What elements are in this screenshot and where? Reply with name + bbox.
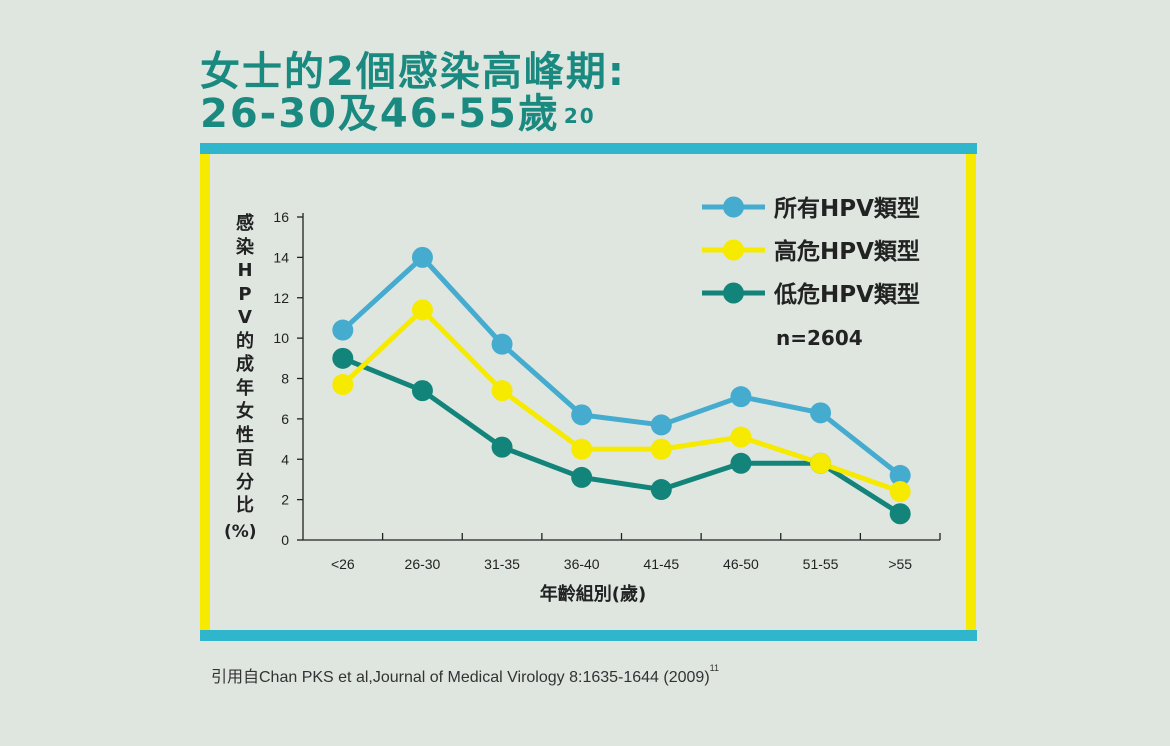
data-point bbox=[730, 426, 752, 448]
legend-marker bbox=[723, 282, 744, 304]
x-tick-label: 41-45 bbox=[643, 556, 679, 572]
x-tick-label: 51-55 bbox=[803, 556, 839, 572]
y-tick-label: 10 bbox=[273, 330, 289, 346]
frame-bottom-bar bbox=[200, 630, 977, 641]
x-tick-label: >55 bbox=[888, 556, 912, 572]
x-tick-label: <26 bbox=[331, 556, 355, 572]
y-tick-label: 14 bbox=[273, 249, 289, 265]
page-subtitle: 26-30及46-55歲 20 bbox=[200, 92, 596, 136]
x-tick-label: 36-40 bbox=[564, 556, 600, 572]
data-point bbox=[810, 452, 832, 474]
data-point bbox=[411, 380, 433, 402]
data-point bbox=[810, 402, 832, 424]
frame-right-bar bbox=[966, 150, 976, 635]
source-text: 引用自Chan PKS et al,Journal of Medical Vir… bbox=[211, 669, 710, 686]
data-point bbox=[332, 319, 354, 341]
legend-label: 低危HPV類型 bbox=[773, 281, 920, 308]
data-point bbox=[332, 374, 354, 396]
data-point bbox=[889, 503, 911, 525]
data-point bbox=[411, 246, 433, 268]
legend-marker bbox=[723, 239, 744, 261]
series-line bbox=[341, 307, 902, 494]
y-tick-label: 4 bbox=[281, 451, 289, 467]
data-point bbox=[571, 466, 593, 488]
data-point bbox=[889, 464, 911, 486]
data-point bbox=[332, 347, 354, 369]
subtitle-reference: 20 bbox=[563, 104, 596, 128]
y-tick-label: 12 bbox=[273, 290, 289, 306]
y-axis-title: 感染HPV的成年女性百分比 bbox=[236, 213, 254, 516]
legend-label: 所有HPV類型 bbox=[774, 195, 920, 222]
series-line bbox=[341, 355, 902, 516]
data-point bbox=[411, 299, 433, 321]
data-point bbox=[730, 386, 752, 408]
frame-left-bar bbox=[200, 150, 210, 635]
source-reference: 11 bbox=[709, 663, 719, 673]
data-point bbox=[730, 452, 752, 474]
frame-top-bar bbox=[200, 143, 977, 154]
y-tick-label: 6 bbox=[281, 411, 289, 427]
x-tick-label: 31-35 bbox=[484, 556, 520, 572]
x-tick-label: 46-50 bbox=[723, 556, 759, 572]
source-citation: 引用自Chan PKS et al,Journal of Medical Vir… bbox=[211, 663, 719, 687]
legend-label: 高危HPV類型 bbox=[774, 238, 920, 265]
data-point bbox=[491, 380, 513, 402]
sample-size-annotation: n=2604 bbox=[776, 326, 863, 350]
data-point bbox=[650, 479, 672, 501]
data-point bbox=[650, 414, 672, 436]
data-point bbox=[889, 481, 911, 503]
x-tick-label: 26-30 bbox=[405, 556, 441, 572]
data-point bbox=[650, 438, 672, 460]
y-tick-label: 0 bbox=[281, 532, 289, 548]
data-point bbox=[571, 404, 593, 426]
y-tick-label: 2 bbox=[281, 492, 289, 508]
data-point bbox=[491, 436, 513, 458]
x-axis-title: 年齡組別(歲) bbox=[539, 584, 647, 605]
legend-marker bbox=[723, 196, 744, 218]
subtitle-text: 26-30及46-55歲 bbox=[200, 91, 560, 137]
data-point bbox=[571, 438, 593, 460]
data-point bbox=[491, 333, 513, 355]
y-axis-unit: (%) bbox=[224, 522, 257, 542]
y-tick-label: 16 bbox=[273, 209, 289, 225]
y-tick-label: 8 bbox=[281, 371, 289, 387]
series-line bbox=[341, 254, 902, 478]
page-title: 女士的2個感染高峰期: bbox=[200, 49, 626, 95]
